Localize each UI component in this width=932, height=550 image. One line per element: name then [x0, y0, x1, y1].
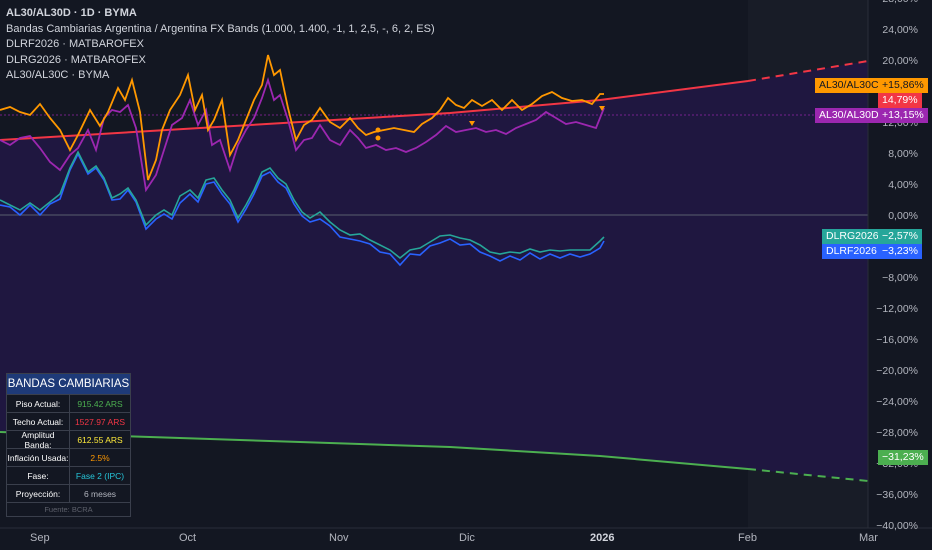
info-value: 6 meses — [83, 488, 117, 499]
lower-band-projection — [747, 468, 869, 482]
info-label: Piso Actual: — [7, 395, 70, 412]
y-tick-label: 0,00% — [888, 210, 918, 222]
dlrg2026-line[interactable] — [0, 150, 605, 260]
dlrg-name-tag: DLRG2026 — [822, 229, 883, 244]
signal-dot — [375, 135, 381, 141]
x-label-nov: Nov — [329, 532, 349, 544]
overlay-legend-al30c[interactable]: AL30/AL30C · BYMA — [6, 69, 110, 81]
x-label-2026: 2026 — [590, 532, 615, 544]
dlrf-name-tag: DLRF2026 — [822, 244, 881, 259]
y-tick-label: −12,00% — [876, 303, 918, 315]
info-row-ceiling: Techo Actual: 1527.97 ARS — [7, 413, 130, 431]
y-tick-label: −24,00% — [876, 396, 918, 408]
info-value: Fase 2 (IPC) — [75, 470, 125, 481]
band-fill — [0, 61, 868, 481]
upper-band-line — [0, 80, 749, 141]
info-value: 915.42 ARS — [77, 398, 123, 409]
x-label-oct: Oct — [179, 532, 197, 544]
bands-info-table: BANDAS CAMBIARIAS Piso Actual: 915.42 AR… — [6, 373, 131, 517]
info-label: Fase: — [7, 467, 70, 484]
signal-triangle-icon — [469, 121, 475, 126]
overlay-legend-dlrg[interactable]: DLRG2026 · MATBAROFEX — [6, 53, 146, 66]
y-tick-label: −40,00% — [876, 520, 918, 532]
info-label: Inflación Usada: — [7, 449, 70, 466]
x-label-mar: Mar — [859, 532, 878, 544]
chart-legend: AL30/AL30D · 1D · BYMA Bandas Cambiarias… — [6, 6, 435, 84]
dlrg-value-tag: −2,57% — [878, 229, 922, 244]
y-tick-label: 4,00% — [888, 179, 918, 191]
al30c-name-tag: AL30/AL30C — [815, 78, 883, 93]
info-value: 1527.97 ARS — [74, 416, 126, 427]
y-tick-label: 24,00% — [882, 24, 918, 36]
info-row-amplitude: Amplitud Banda: 612.55 ARS — [7, 430, 130, 450]
y-tick-label: −8,00% — [882, 272, 918, 284]
y-tick-label: 20,00% — [882, 55, 918, 67]
al30c-value-tag: +15,86% — [878, 78, 928, 93]
y-tick-label: 28,00% — [882, 0, 918, 5]
upper-band-projection — [747, 60, 869, 82]
info-value: 2.5% — [90, 452, 110, 463]
info-label: Amplitud Banda: — [7, 430, 70, 450]
symbol-title[interactable]: AL30/AL30D · 1D · BYMA — [6, 7, 137, 19]
info-row-inflation: Inflación Usada: 2.5% — [7, 449, 130, 467]
info-label: Proyección: — [7, 485, 70, 502]
indicator-legend[interactable]: Bandas Cambiarias Argentina / Argentina … — [6, 22, 435, 35]
overlay-legend-dlrf[interactable]: DLRF2026 · MATBAROFEX — [6, 38, 144, 50]
info-label: Techo Actual: — [7, 413, 70, 430]
x-label-feb: Feb — [738, 532, 757, 544]
signal-triangle-icon — [599, 106, 605, 111]
info-value: 612.55 ARS — [77, 434, 123, 445]
x-label-sep: Sep — [30, 532, 50, 544]
info-row-phase: Fase: Fase 2 (IPC) — [7, 467, 130, 485]
al30d-value-tag: +13,15% — [878, 108, 928, 123]
y-tick-label: −20,00% — [876, 365, 918, 377]
y-tick-label: −28,00% — [876, 427, 918, 439]
al30d-name-tag: AL30/AL30D — [815, 108, 883, 123]
signal-dot — [375, 127, 381, 133]
y-tick-label: −16,00% — [876, 334, 918, 346]
y-tick-label: −36,00% — [876, 489, 918, 501]
info-table-title: BANDAS CAMBIARIAS — [7, 374, 130, 395]
upper-band-value-tag: 14,79% — [878, 93, 922, 108]
info-row-projection: Proyección: 6 meses — [7, 485, 130, 503]
dlrf-value-tag: −3,23% — [878, 244, 922, 259]
x-label-dic: Dic — [459, 532, 475, 544]
y-tick-label: 8,00% — [888, 148, 918, 160]
info-table-footer: Fuente: BCRA — [44, 505, 93, 514]
info-row-floor: Piso Actual: 915.42 ARS — [7, 395, 130, 413]
al30c-line[interactable] — [0, 54, 604, 181]
lower-band-value-tag: −31,23% — [878, 450, 928, 465]
